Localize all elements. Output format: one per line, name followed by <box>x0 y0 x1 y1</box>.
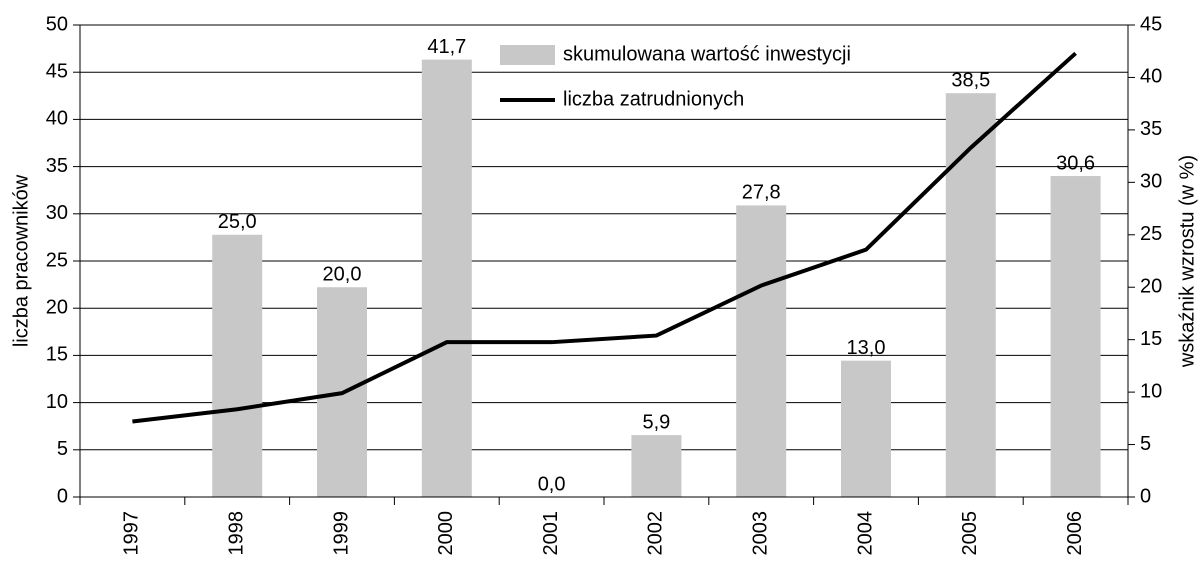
x-tick-label: 2002 <box>645 511 667 556</box>
y2-tick-label: 0 <box>1140 485 1151 507</box>
bar <box>421 59 472 497</box>
bar <box>631 435 682 497</box>
x-tick-label: 2001 <box>540 511 562 556</box>
y2-tick-label: 45 <box>1140 13 1162 35</box>
legend-swatch <box>500 45 555 65</box>
x-tick-label: 2005 <box>959 511 981 556</box>
y2-tick-label: 15 <box>1140 328 1162 350</box>
y-tick-label: 20 <box>46 296 68 318</box>
line <box>132 51 1077 424</box>
x-tick-label: 1999 <box>330 511 352 556</box>
data-label: 41,7 <box>427 36 466 58</box>
data-label: 5,9 <box>642 411 670 433</box>
y2-tick-label: 40 <box>1140 66 1162 88</box>
y-tick-label: 45 <box>46 60 68 82</box>
x-tick-label: 1998 <box>225 511 247 556</box>
data-label: 20,0 <box>323 264 362 286</box>
y2-tick-label: 5 <box>1140 433 1151 455</box>
x-tick-label: 2004 <box>854 511 876 556</box>
y2-tick-label: 10 <box>1140 380 1162 402</box>
y-tick-label: 10 <box>46 391 68 413</box>
y-tick-label: 30 <box>46 202 68 224</box>
data-label: 13,0 <box>847 337 886 359</box>
bar <box>1050 176 1101 498</box>
data-label: 38,5 <box>951 69 990 91</box>
bar <box>736 205 787 498</box>
x-tick-label: 1997 <box>121 511 143 556</box>
bar <box>212 234 263 497</box>
y2-tick-label: 25 <box>1140 223 1162 245</box>
y-tick-label: 35 <box>46 155 68 177</box>
bar <box>945 93 996 497</box>
x-tick-label: 2003 <box>749 511 771 556</box>
data-label: 30,6 <box>1056 152 1095 174</box>
y-tick-label: 25 <box>46 249 68 271</box>
y-tick-label: 5 <box>57 438 68 460</box>
data-label: 0,0 <box>538 473 566 495</box>
y-tick-label: 15 <box>46 344 68 366</box>
legend-label: skumulowana wartość inwestycji <box>563 43 851 65</box>
y-tick-label: 0 <box>57 485 68 507</box>
y2-tick-label: 35 <box>1140 118 1162 140</box>
data-label: 25,0 <box>218 211 257 233</box>
y-tick-label: 40 <box>46 108 68 130</box>
y-axis-label: liczba pracowników <box>10 174 32 347</box>
y2-tick-label: 30 <box>1140 171 1162 193</box>
y-tick-label: 50 <box>46 13 68 35</box>
y2-tick-label: 20 <box>1140 276 1162 298</box>
x-tick-label: 2006 <box>1064 511 1086 556</box>
legend-label: liczba zatrudnionych <box>563 88 744 110</box>
data-label: 27,8 <box>742 182 781 204</box>
bar <box>841 360 891 497</box>
x-tick-label: 2000 <box>435 511 457 556</box>
y2-axis-label: wskaźnik wzrostu (w %) <box>1176 155 1198 368</box>
